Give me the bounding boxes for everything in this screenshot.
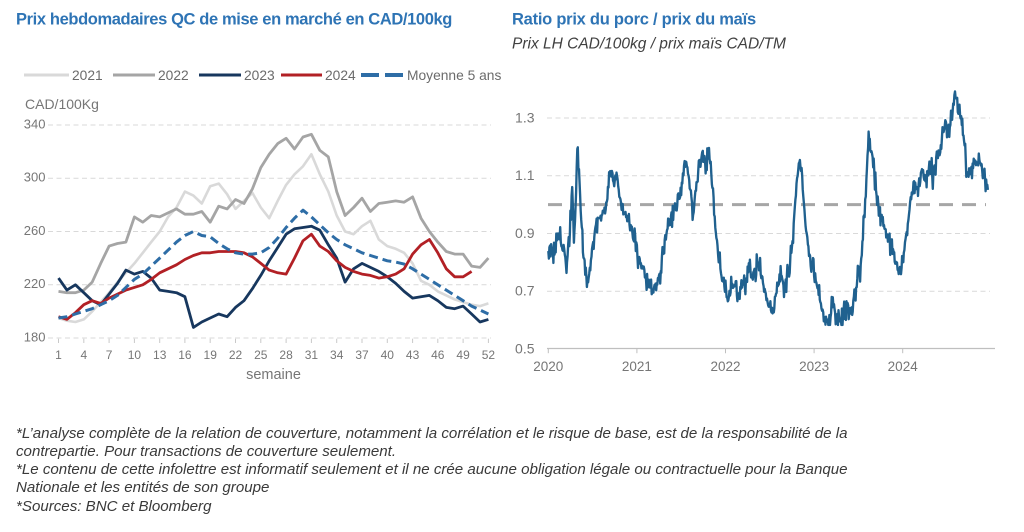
svg-text:2021: 2021 (72, 68, 103, 83)
svg-text:340: 340 (24, 116, 46, 131)
svg-text:260: 260 (24, 223, 46, 238)
svg-text:2024: 2024 (888, 359, 919, 374)
svg-text:1: 1 (55, 348, 62, 362)
svg-text:22: 22 (229, 348, 243, 362)
svg-text:28: 28 (279, 348, 293, 362)
svg-text:CAD/100Kg: CAD/100Kg (25, 96, 99, 112)
svg-text:2023: 2023 (244, 68, 275, 83)
svg-text:0.7: 0.7 (515, 283, 535, 299)
svg-text:19: 19 (204, 348, 218, 362)
svg-text:52: 52 (482, 348, 496, 362)
svg-text:40: 40 (381, 348, 395, 362)
svg-text:Prix hebdomadaires QC de mise: Prix hebdomadaires QC de mise en marché … (16, 11, 452, 29)
svg-text:31: 31 (305, 348, 319, 362)
svg-text:220: 220 (24, 276, 46, 291)
svg-text:2023: 2023 (799, 359, 829, 374)
svg-text:0.9: 0.9 (515, 225, 535, 241)
svg-text:13: 13 (153, 348, 167, 362)
svg-text:37: 37 (355, 348, 369, 362)
svg-text:7: 7 (106, 348, 113, 362)
svg-text:2024: 2024 (325, 68, 356, 83)
svg-text:43: 43 (406, 348, 420, 362)
svg-text:300: 300 (24, 170, 46, 185)
svg-text:2021: 2021 (622, 359, 652, 374)
svg-text:semaine: semaine (246, 367, 301, 383)
svg-text:34: 34 (330, 348, 344, 362)
svg-text:25: 25 (254, 348, 268, 362)
svg-text:0.5: 0.5 (515, 340, 535, 356)
svg-text:Ratio prix du porc / prix du m: Ratio prix du porc / prix du maïs (512, 11, 756, 29)
svg-text:46: 46 (431, 348, 445, 362)
svg-text:180: 180 (24, 329, 46, 344)
svg-text:4: 4 (80, 348, 87, 362)
svg-text:2022: 2022 (710, 359, 740, 374)
svg-text:49: 49 (456, 348, 470, 362)
svg-text:Moyenne 5 ans: Moyenne 5 ans (407, 68, 501, 83)
svg-text:16: 16 (178, 348, 192, 362)
svg-text:10: 10 (128, 348, 142, 362)
svg-text:2022: 2022 (158, 68, 189, 83)
svg-text:1.3: 1.3 (515, 109, 535, 125)
svg-text:2020: 2020 (533, 359, 563, 374)
svg-text:1.1: 1.1 (515, 167, 535, 183)
svg-text:Prix LH CAD/100kg / prix maïs: Prix LH CAD/100kg / prix maïs CAD/TM (512, 36, 786, 53)
